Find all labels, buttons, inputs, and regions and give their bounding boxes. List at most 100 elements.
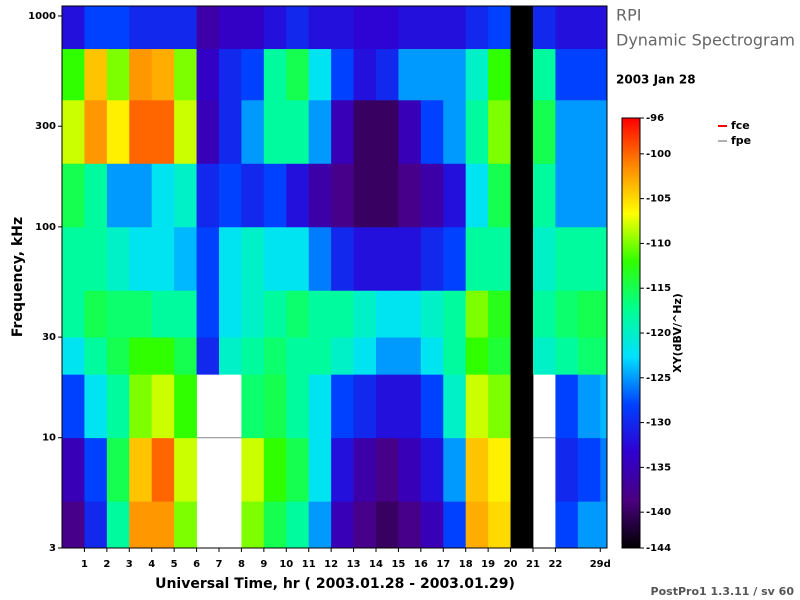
- heatmap-cell: [263, 337, 287, 375]
- heatmap-cell: [196, 290, 220, 338]
- heatmap-cell: [196, 226, 220, 291]
- heatmap-cell: [286, 501, 310, 549]
- heatmap-cell: [308, 226, 332, 291]
- heatmap-cell: [488, 226, 511, 291]
- heatmap-cell: [443, 163, 467, 228]
- heatmap-cell: [331, 501, 354, 549]
- heatmap-cell: [465, 437, 489, 502]
- heatmap-cell: [263, 226, 287, 291]
- heatmap-cell: [600, 163, 608, 228]
- heatmap-cell: [532, 226, 556, 291]
- heatmap-cell: [420, 163, 444, 228]
- heatmap-cell: [488, 337, 511, 375]
- heatmap-cell: [218, 99, 242, 164]
- heatmap-cell: [420, 437, 444, 502]
- heatmap-cell: [488, 6, 511, 50]
- heatmap-cell: [218, 290, 242, 338]
- heatmap-cell: [420, 501, 444, 549]
- heatmap-cell: [510, 337, 534, 375]
- heatmap-cell: [241, 337, 265, 375]
- heatmap-cell: [577, 226, 601, 291]
- x-tick-label: 11: [302, 559, 316, 570]
- heatmap-cell: [510, 163, 534, 228]
- heatmap-cell: [106, 48, 130, 101]
- heatmap-cell: [286, 226, 310, 291]
- heatmap-cell: [331, 374, 354, 439]
- heatmap-cell: [510, 48, 534, 101]
- heatmap-cell: [218, 48, 242, 101]
- heatmap-cell: [398, 337, 422, 375]
- heatmap-cell: [308, 163, 332, 228]
- x-tick-label: 8: [238, 559, 245, 570]
- heatmap-cell: [129, 163, 153, 228]
- heatmap-cell: [510, 501, 534, 549]
- heatmap-cell: [353, 48, 377, 101]
- heatmap-cell: [398, 6, 422, 50]
- heatmap-cell: [555, 501, 579, 549]
- x-tick-label: 21: [526, 559, 540, 570]
- heatmap-cell: [532, 99, 556, 164]
- y-tick-label: 3: [49, 543, 56, 554]
- heatmap-cell: [532, 290, 556, 338]
- heatmap-cell: [174, 6, 197, 50]
- heatmap-cell: [308, 48, 332, 101]
- heatmap-cell: [286, 48, 310, 101]
- x-tick-label: 17: [436, 559, 450, 570]
- heatmap-cell: [465, 99, 489, 164]
- heatmap-cell: [488, 290, 511, 338]
- heatmap-cell: [443, 6, 467, 50]
- heatmap-cell: [196, 163, 220, 228]
- heatmap-cell: [263, 437, 287, 502]
- x-tick-label: 18: [459, 559, 473, 570]
- heatmap-cell: [600, 6, 608, 50]
- x-tick-label: 3: [126, 559, 133, 570]
- heatmap-cell: [106, 337, 130, 375]
- heatmap-cell: [308, 6, 332, 50]
- colorbar-tick-label: -130: [646, 418, 671, 429]
- heatmap-cell: [62, 226, 85, 291]
- heatmap-cell: [106, 226, 130, 291]
- heatmap-cell: [577, 163, 601, 228]
- heatmap-cell: [443, 374, 467, 439]
- heatmap-cell: [510, 290, 534, 338]
- heatmap-cell: [600, 99, 608, 164]
- heatmap-cell: [331, 290, 354, 338]
- heatmap-cell: [196, 6, 220, 50]
- heatmap-cell: [577, 437, 601, 502]
- heatmap-cell: [465, 374, 489, 439]
- heatmap-cell: [129, 99, 153, 164]
- heatmap-cell: [84, 437, 108, 502]
- heatmap-cell: [443, 437, 467, 502]
- heatmap-cell: [331, 48, 354, 101]
- x-tick-label: 22: [548, 559, 562, 570]
- heatmap-cell: [174, 337, 197, 375]
- heatmap-cell: [308, 437, 332, 502]
- heatmap-cell: [129, 6, 153, 50]
- heatmap-cell: [308, 99, 332, 164]
- heatmap-cell: [174, 437, 197, 502]
- heatmap-cell: [577, 337, 601, 375]
- heatmap-cell: [106, 437, 130, 502]
- heatmap-cell: [174, 163, 197, 228]
- heatmap-cell: [263, 501, 287, 549]
- heatmap-cell: [443, 226, 467, 291]
- heatmap-cell: [241, 99, 265, 164]
- colorbar-tick-label: -144: [646, 543, 671, 554]
- heatmap-cell: [84, 226, 108, 291]
- heatmap-cell: [600, 337, 608, 375]
- heatmap-cell: [420, 48, 444, 101]
- heatmap-cell: [375, 501, 399, 549]
- heatmap-cell: [106, 290, 130, 338]
- heatmap-cell: [443, 99, 467, 164]
- heatmap-cell: [465, 48, 489, 101]
- y-tick-label: 10: [42, 433, 56, 444]
- heatmap-cell: [375, 6, 399, 50]
- heatmap-cell: [443, 48, 467, 101]
- heatmap-cell: [577, 48, 601, 101]
- heatmap-cell: [465, 6, 489, 50]
- heatmap-cell: [196, 48, 220, 101]
- colorbar-tick-label: -120: [646, 328, 671, 339]
- heatmap-cell: [600, 48, 608, 101]
- heatmap-cell: [106, 6, 130, 50]
